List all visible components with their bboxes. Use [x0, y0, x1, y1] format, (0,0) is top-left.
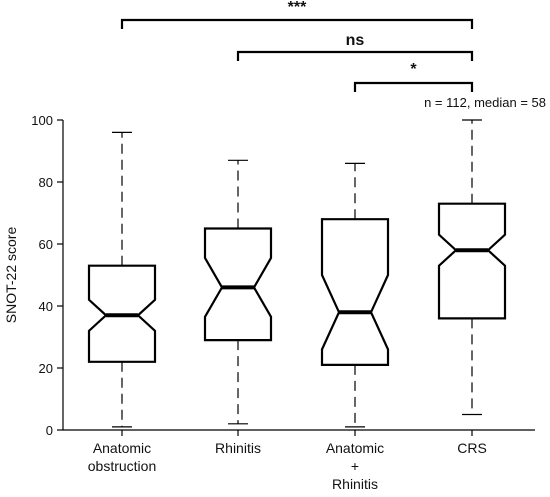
- box-group: [320, 162, 390, 428]
- bracket-line: [120, 18, 474, 29]
- x-tick-label: CRS: [457, 440, 487, 456]
- y-tick-label: 20: [39, 361, 53, 376]
- boxes: [87, 119, 507, 428]
- y-axis-label: SNOT-22 score: [3, 227, 19, 324]
- x-tick-label: Anatomic + Rhinitis: [326, 440, 384, 492]
- y-tick-label: 60: [39, 237, 53, 252]
- x-tick-label: Anatomic obstruction: [88, 440, 156, 474]
- x-tick-label-line: CRS: [457, 440, 487, 456]
- notched-box: [437, 202, 507, 320]
- y-tick-label: 100: [31, 113, 53, 128]
- bracket-line: [236, 50, 474, 61]
- x-tick-label: Rhinitis: [215, 440, 261, 456]
- significance-bracket: ***: [120, 0, 474, 29]
- x-tick-label-line: +: [351, 458, 359, 474]
- y-tick-label: 80: [39, 175, 53, 190]
- significance-label: ns: [346, 32, 365, 49]
- x-tick-label-line: obstruction: [88, 458, 156, 474]
- significance-bracket: *: [353, 61, 474, 92]
- y-tick-label: 40: [39, 299, 53, 314]
- significance-bracket: ns: [236, 32, 474, 61]
- notched-box: [203, 227, 273, 342]
- y-tick-label: 0: [46, 423, 53, 438]
- box-group: [203, 159, 273, 425]
- x-tick-label-line: Rhinitis: [332, 476, 378, 492]
- notched-box: [320, 218, 390, 366]
- box-group: [87, 131, 157, 428]
- box-group: [437, 119, 507, 416]
- x-tick-label-line: Anatomic: [93, 440, 151, 456]
- significance-label: *: [410, 61, 417, 78]
- x-tick-label-line: Anatomic: [326, 440, 384, 456]
- significance-brackets: *** ns *: [120, 0, 474, 92]
- bracket-line: [353, 81, 474, 92]
- crs-annotation: n = 112, median = 58: [424, 95, 546, 110]
- significance-label: ***: [288, 0, 307, 16]
- x-tick-label-line: Rhinitis: [215, 440, 261, 456]
